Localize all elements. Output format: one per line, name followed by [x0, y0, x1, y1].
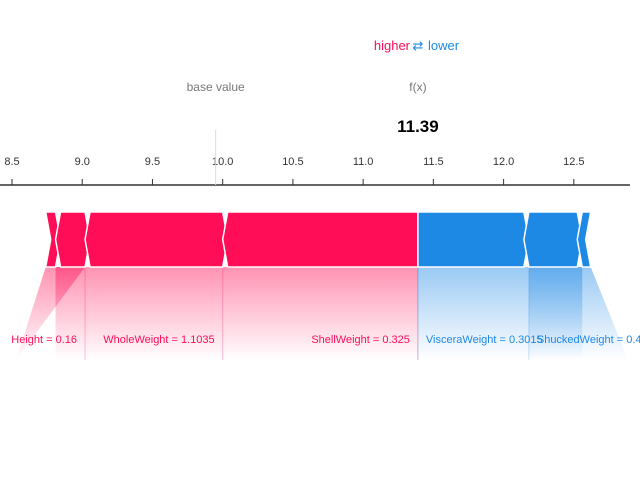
negative-segment	[417, 211, 530, 268]
negative-feature-label: VisceraWeight = 0.3015	[426, 334, 543, 346]
x-tick-label: 12.5	[563, 156, 584, 168]
negative-edge-tail	[528, 267, 628, 360]
fx-label: f(x)	[409, 80, 426, 94]
positive-feature-label: Height = 0.16	[11, 334, 77, 346]
x-tick-label: 12.0	[493, 156, 514, 168]
positive-feature-label: ShellWeight = 0.325	[311, 334, 410, 346]
legend-higher: higher	[374, 38, 411, 53]
positive-edge-tail	[16, 267, 86, 360]
force-bars	[44, 211, 592, 268]
positive-segment	[221, 211, 419, 268]
negative-segment	[523, 211, 584, 268]
legend-lower: lower	[428, 38, 460, 53]
x-tick-label: 8.5	[4, 156, 19, 168]
x-tick-label: 10.0	[212, 156, 233, 168]
x-tick-label: 9.5	[145, 156, 160, 168]
negative-feature-label: ShuckedWeight = 0.421	[537, 334, 640, 346]
negative-segment	[576, 211, 592, 268]
positive-segment	[84, 211, 229, 268]
x-tick-label: 11.0	[353, 156, 374, 168]
x-axis: 8.5 9.0 9.5 10.0 10.5 11.0 11.5 12.0 12.5	[0, 130, 630, 186]
feature-labels: ShellWeight = 0.325 WholeWeight = 1.1035 H…	[11, 334, 640, 346]
negative-label-tail	[417, 267, 529, 360]
base-value-label: base value	[187, 80, 245, 94]
x-tick-label: 11.5	[423, 156, 444, 168]
positive-label-tail	[85, 267, 223, 360]
x-tick-label: 10.5	[282, 156, 303, 168]
label-tails	[16, 267, 628, 360]
positive-label-tail	[222, 267, 418, 360]
positive-segment	[54, 211, 91, 268]
positive-feature-label: WholeWeight = 1.1035	[103, 334, 214, 346]
x-tick-label: 9.0	[75, 156, 90, 168]
legend-arrow-icon: ⇄	[413, 38, 424, 53]
positive-segment	[44, 211, 62, 268]
output-value: 11.39	[397, 117, 439, 136]
